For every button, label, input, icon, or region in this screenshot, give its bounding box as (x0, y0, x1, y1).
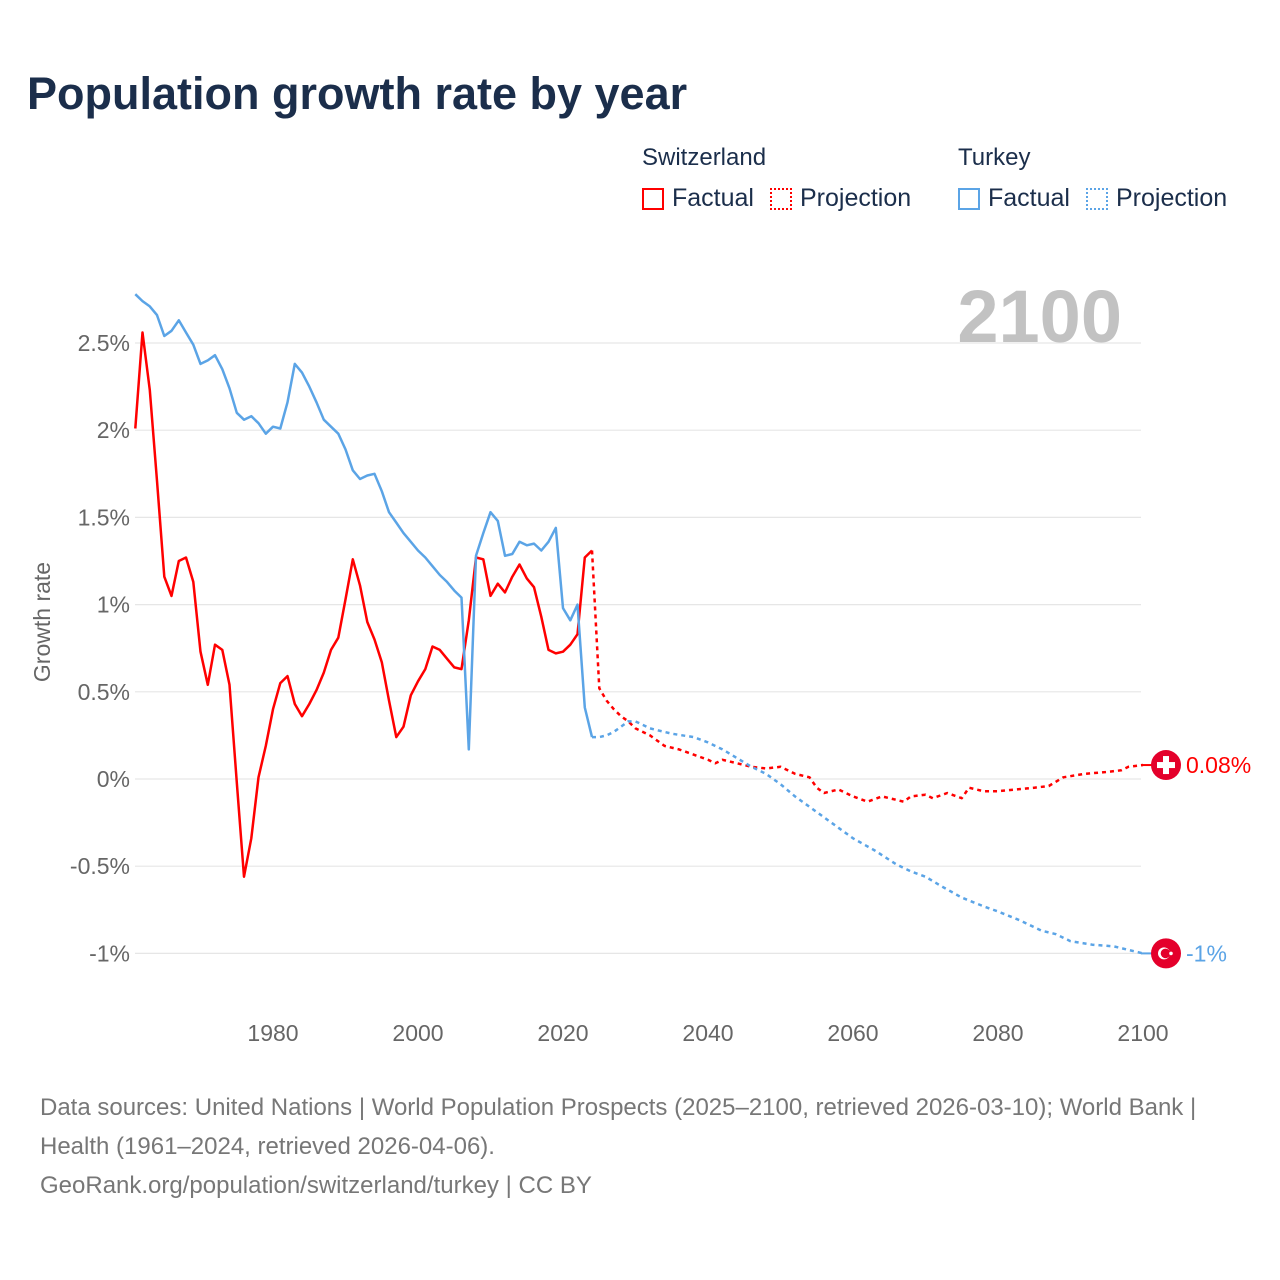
legend-item-switzerland-factual[interactable]: Factual (642, 184, 754, 213)
y-tick-label: 2% (97, 417, 130, 443)
end-value-label: -1% (1186, 940, 1227, 966)
series-line-turkey-projection (592, 720, 1144, 955)
legend-switzerland: Switzerland Factual Projection (642, 144, 927, 213)
series-line-turkey-factual (134, 293, 594, 751)
y-tick-label: -0.5% (70, 853, 130, 879)
swiss-flag-icon (1151, 750, 1181, 781)
legend-swatch-dotted (1085, 187, 1108, 210)
legend-item-switzerland-projection[interactable]: Projection (769, 184, 912, 213)
y-tick-label: 0.5% (78, 679, 130, 705)
y-tick-label: 1% (97, 592, 130, 618)
legend-swatch-solid (642, 187, 664, 210)
footer: Data sources: United Nations | World Pop… (40, 1088, 1240, 1205)
legend-label: Factual (672, 184, 754, 212)
x-tick-label: 2060 (827, 1020, 878, 1046)
legend-turkey: Turkey Factual Projection (958, 144, 1243, 213)
x-tick-label: 2040 (682, 1020, 733, 1046)
x-tick-label: 2020 (537, 1020, 588, 1046)
legend-label: Projection (799, 184, 912, 212)
legend-item-turkey-projection[interactable]: Projection (1085, 184, 1228, 213)
end-value-label: 0.08% (1186, 752, 1251, 778)
credit-link[interactable]: GeoRank.org/population/switzerland/turke… (40, 1172, 592, 1199)
series-line-switzerland-projection (590, 550, 1144, 803)
legend-item-turkey-factual[interactable]: Factual (958, 184, 1070, 213)
legend-group-name: Switzerland (642, 144, 767, 171)
y-axis-label: Growth rate (29, 562, 55, 682)
series-line-switzerland-factual (134, 331, 593, 878)
year-watermark: 2100 (957, 275, 1122, 358)
x-tick-label: 2100 (1117, 1020, 1168, 1046)
y-tick-label: 0% (97, 766, 130, 792)
y-tick-label: -1% (89, 940, 130, 966)
y-tick-label: 1.5% (78, 504, 130, 530)
turkish-flag-icon (1151, 938, 1181, 969)
legend-label: Projection (1115, 184, 1228, 212)
chart-title: Population growth rate by year (27, 68, 688, 119)
y-tick-label: 2.5% (78, 330, 130, 356)
legend-swatch-solid (958, 187, 980, 210)
data-sources: Data sources: United Nations | World Pop… (40, 1094, 1197, 1160)
x-tick-label: 1980 (247, 1020, 298, 1046)
x-tick-label: 2080 (972, 1020, 1023, 1046)
legend-group-name: Turkey (958, 144, 1031, 171)
legend-label: Factual (988, 184, 1070, 212)
x-tick-label: 2000 (392, 1020, 443, 1046)
legend-swatch-dotted (769, 187, 792, 210)
